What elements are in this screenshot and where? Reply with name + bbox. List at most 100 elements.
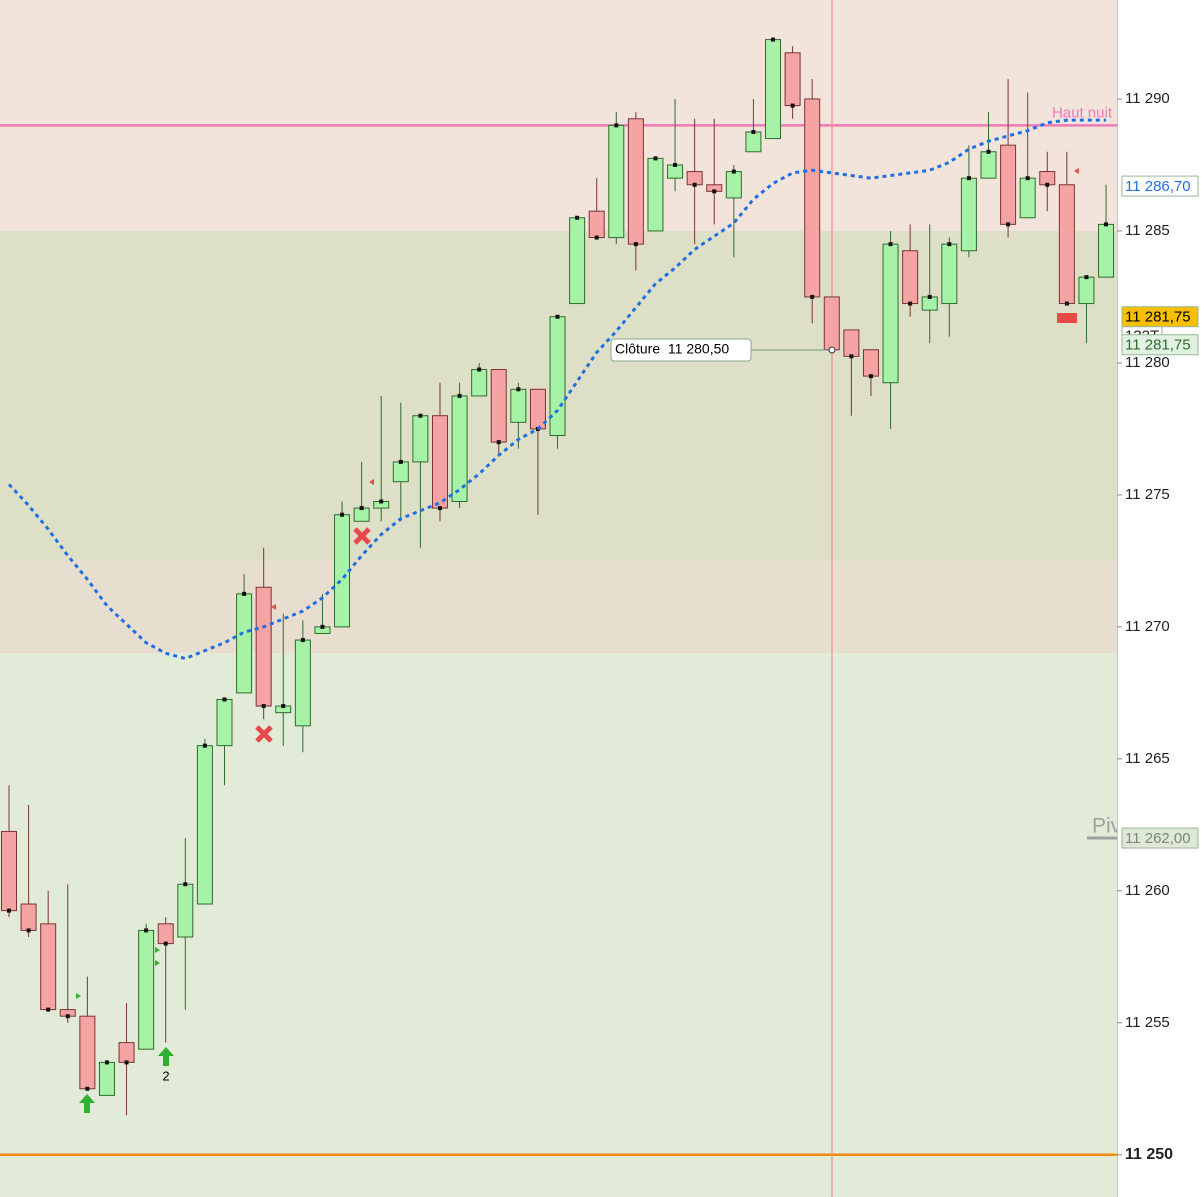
close-dot bbox=[731, 169, 736, 174]
y-tick-label: 11 275 bbox=[1125, 486, 1170, 503]
close-dot bbox=[751, 129, 756, 134]
marker bbox=[1057, 313, 1077, 323]
close-dot bbox=[65, 1014, 70, 1019]
close-dot bbox=[594, 235, 599, 240]
candle-body bbox=[255, 586, 272, 707]
candle-body bbox=[588, 210, 605, 239]
close-dot bbox=[46, 1007, 51, 1012]
close-dot bbox=[379, 499, 384, 504]
y-tick-label: 11 265 bbox=[1125, 750, 1170, 767]
cursor-point bbox=[828, 346, 836, 354]
y-tick-label: 11 250 bbox=[1125, 1146, 1173, 1163]
candle-body bbox=[882, 243, 899, 384]
close-dot bbox=[124, 1060, 129, 1065]
close-dot bbox=[242, 591, 247, 596]
level-label: Haut nuit bbox=[1052, 104, 1113, 121]
candle-body bbox=[294, 639, 311, 727]
close-dot bbox=[7, 908, 11, 913]
close-dot bbox=[888, 242, 893, 247]
close-dot bbox=[1064, 301, 1069, 306]
close-dot bbox=[1025, 176, 1030, 181]
candle-body bbox=[608, 124, 625, 239]
candle-body bbox=[196, 745, 213, 905]
candle-body bbox=[1019, 177, 1036, 219]
close-dot bbox=[712, 189, 717, 194]
candle-body bbox=[1000, 144, 1017, 225]
close-dot bbox=[575, 215, 580, 220]
close-dot bbox=[1045, 182, 1050, 187]
candle-body bbox=[804, 98, 821, 298]
close-dot bbox=[947, 242, 952, 247]
levels: Haut nuit Piv bbox=[0, 104, 1122, 1157]
signals: 2 bbox=[76, 168, 1079, 1113]
candle-body bbox=[118, 1042, 135, 1063]
close-dot bbox=[359, 506, 364, 511]
close-dot bbox=[849, 354, 854, 359]
close-dot bbox=[1006, 222, 1011, 227]
candle-body bbox=[471, 369, 488, 397]
zone bbox=[0, 560, 1117, 654]
y-tick-label: 11 260 bbox=[1125, 882, 1170, 899]
close-dot bbox=[183, 882, 188, 887]
candle-body bbox=[20, 903, 37, 931]
close-dot bbox=[771, 37, 776, 42]
close-dot bbox=[222, 697, 227, 702]
close-dot bbox=[673, 162, 678, 167]
zone bbox=[0, 0, 1117, 231]
price-tag-label: 11 281,75 bbox=[1125, 309, 1191, 326]
candle-body bbox=[177, 883, 194, 938]
candle-body bbox=[40, 923, 57, 1011]
close-dot bbox=[966, 176, 971, 181]
close-dot bbox=[614, 123, 619, 128]
y-tick-label: 11 285 bbox=[1125, 222, 1170, 239]
level-label: Piv bbox=[1092, 815, 1122, 838]
buy-arrow bbox=[79, 1094, 95, 1113]
candle-body bbox=[784, 52, 801, 107]
candle-body bbox=[745, 131, 762, 153]
candle-body bbox=[510, 388, 527, 423]
candle-body bbox=[725, 171, 742, 199]
y-axis: 11 250 11 255 11 260 11 265 11 270 11 275 11 2… bbox=[1117, 90, 1199, 1163]
signal-count: 2 bbox=[162, 1068, 169, 1083]
close-dot bbox=[908, 301, 913, 306]
candle-body bbox=[549, 316, 566, 437]
close-dot bbox=[104, 1060, 109, 1065]
candle-body bbox=[431, 415, 448, 509]
close-dot bbox=[633, 242, 638, 247]
candle-body bbox=[412, 415, 429, 463]
price-tag-label: 11 286,70 bbox=[1125, 178, 1191, 195]
candle-body bbox=[1078, 276, 1095, 305]
close-dot bbox=[85, 1086, 90, 1091]
close-dot bbox=[555, 314, 560, 319]
moving-average-line bbox=[7, 118, 1107, 661]
close-dot bbox=[496, 440, 501, 445]
candle-body bbox=[960, 177, 977, 252]
candle-body bbox=[823, 296, 840, 351]
candle-body bbox=[569, 217, 586, 305]
close-dot bbox=[418, 413, 423, 418]
close-dot bbox=[437, 506, 442, 511]
close-dot bbox=[1104, 222, 1109, 227]
buy-arrow bbox=[158, 1047, 174, 1066]
y-tick-label: 11 255 bbox=[1125, 1014, 1170, 1031]
candle-body bbox=[79, 1015, 96, 1090]
price-tag-label: 11 281,75 bbox=[1125, 337, 1191, 354]
candle-body bbox=[236, 593, 253, 694]
candle-body bbox=[843, 329, 860, 357]
candle-body bbox=[765, 39, 782, 140]
close-dot bbox=[927, 294, 932, 299]
close-dot bbox=[300, 638, 305, 643]
candle-body bbox=[138, 929, 155, 1050]
axis-panel bbox=[1117, 0, 1201, 1197]
close-dot bbox=[692, 182, 697, 187]
candle-body bbox=[647, 157, 664, 232]
close-dot bbox=[868, 374, 873, 379]
candle-body bbox=[1058, 184, 1075, 305]
moving-average bbox=[7, 118, 1107, 661]
candle-body bbox=[216, 698, 233, 747]
close-dot bbox=[163, 941, 168, 946]
price-tag-label: 11 262,00 bbox=[1125, 830, 1191, 847]
close-dot bbox=[790, 103, 795, 108]
close-dot bbox=[1084, 275, 1089, 280]
